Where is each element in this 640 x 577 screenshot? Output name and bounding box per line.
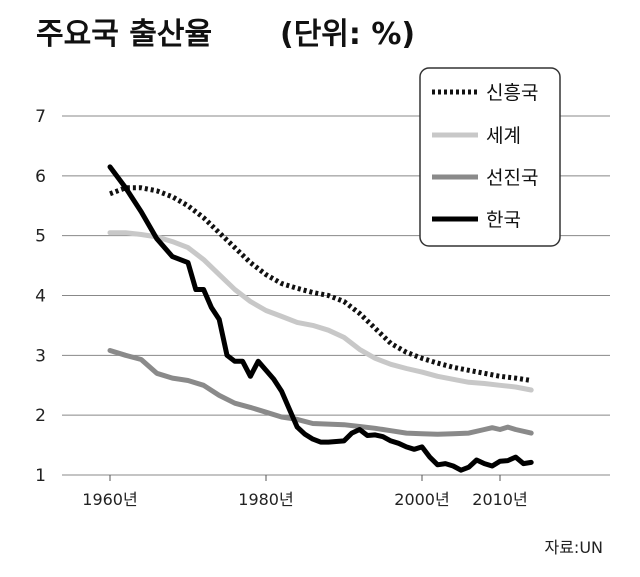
source-note: 자료:UN [544,538,603,557]
x-tick-label: 1960년 [82,490,137,509]
x-axis: 1960년 1980년 2000년 2010년 [82,475,528,509]
chart-unit-label: (단위: %) [280,17,415,52]
y-tick-label: 3 [35,346,46,366]
series-lines [107,164,534,473]
y-tick-label: 2 [35,406,46,426]
legend-box [419,67,561,247]
y-tick-label: 1 [35,466,46,486]
series-line-1 [107,230,534,393]
series-line-3 [107,164,534,473]
y-axis: 1 2 3 4 5 6 7 [35,107,46,486]
legend-label-world: 세계 [486,125,521,147]
y-tick-label: 5 [35,227,46,247]
y-tick-label: 7 [35,107,46,127]
legend-label-emerging: 신흥국 [486,82,538,104]
series-line-2 [107,348,534,437]
x-tick-label: 1980년 [238,490,293,509]
legend-label-developed: 선진국 [486,167,538,189]
y-tick-label: 6 [35,167,46,187]
x-tick-label: 2010년 [472,490,527,509]
series-line-0 [109,185,532,383]
legend: 신흥국 세계 선진국 한국 [419,67,561,247]
chart-title: 주요국 출산율 [36,17,212,52]
x-tick-label: 2000년 [394,490,449,509]
legend-label-korea: 한국 [486,209,521,231]
y-tick-label: 4 [35,287,46,307]
